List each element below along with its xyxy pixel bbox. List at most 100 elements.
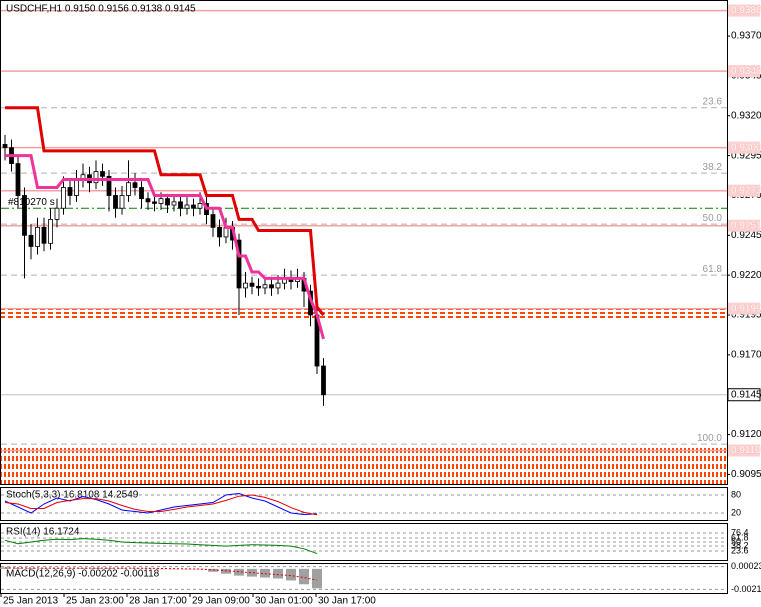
x-tick-label: 30 Jan 01:00 xyxy=(255,596,313,607)
order-label: #810270 s xyxy=(8,197,55,208)
zone xyxy=(1,307,727,320)
chart-title: USDCHF,H1 0.9150 0.9156 0.9138 0.9145 xyxy=(6,4,196,15)
zone xyxy=(1,445,727,484)
trend-line xyxy=(5,106,325,316)
candle-body xyxy=(93,171,99,184)
candle-body xyxy=(321,365,326,396)
fib-label: 50.0 xyxy=(703,213,723,224)
y-tick-label: 0.9120 xyxy=(731,429,761,440)
candle-body xyxy=(262,284,268,289)
candle-body xyxy=(61,187,66,209)
candle-body xyxy=(217,226,222,238)
y-tick-label: 0.9170 xyxy=(731,350,761,361)
macd-bar xyxy=(247,568,257,577)
y-tick-label: 0.9195 xyxy=(731,310,761,321)
candle-body xyxy=(158,198,164,204)
y-tick-label: 0.9320 xyxy=(731,110,761,121)
stoch-line xyxy=(4,492,318,516)
candle-body xyxy=(2,144,8,149)
current-price-label: 0.9145 xyxy=(731,389,761,400)
level-label-box xyxy=(728,444,760,457)
x-tick-label: 28 Jan 17:00 xyxy=(129,596,187,607)
candle-body xyxy=(48,218,53,244)
candle-body xyxy=(67,187,73,196)
level-label-box xyxy=(728,302,760,315)
x-tick-label: 30 Jan 17:00 xyxy=(318,596,376,607)
candle-body xyxy=(197,203,203,209)
panel-tick-label: 50 xyxy=(731,536,741,546)
x-tick-label: 25 Jan 2013 xyxy=(3,596,58,607)
level-label-box xyxy=(728,141,760,154)
level-label: 0.9110 xyxy=(731,445,761,456)
y-tick-label: 0.9295 xyxy=(731,150,761,161)
macd-bar xyxy=(91,567,101,569)
macd-bar xyxy=(273,568,283,579)
stoch-panel xyxy=(0,487,728,521)
candle-body xyxy=(132,182,138,188)
stoch-title: Stoch(5,3,3) 16.8108 14.2549 xyxy=(6,490,139,501)
candle-body xyxy=(119,195,125,209)
panel-tick-label: 76.4 xyxy=(731,527,749,537)
candle-body xyxy=(178,201,183,209)
panel-tick-label: 23.6 xyxy=(731,545,749,555)
macd-bar xyxy=(143,568,153,570)
level-label: 0.9273 xyxy=(731,185,761,196)
candle-body xyxy=(74,179,79,196)
candle-body xyxy=(152,201,157,204)
macd-bar xyxy=(39,568,49,569)
candle-body xyxy=(249,282,255,287)
macd-signal xyxy=(5,567,318,581)
candle-body xyxy=(269,284,274,289)
level-label: 0.9251 xyxy=(731,220,761,231)
y-tick-label: 0.9370 xyxy=(731,31,761,42)
macd-bar xyxy=(195,568,205,570)
level-label-box xyxy=(728,4,760,17)
rsi-title: RSI(14) 16.1724 xyxy=(6,527,80,538)
level-label: 0.9348 xyxy=(731,66,761,77)
fib-label: 38.2 xyxy=(703,162,723,173)
macd-bar xyxy=(78,568,88,569)
candle-body xyxy=(236,239,242,289)
candle-body xyxy=(54,207,60,220)
fib-label: 61.8 xyxy=(703,264,723,275)
candle-body xyxy=(35,226,40,247)
panel-tick-label: -0.00213 xyxy=(731,584,761,594)
candle-body xyxy=(41,226,47,244)
candle-body xyxy=(275,282,281,289)
current-price-box xyxy=(727,388,761,402)
stoch-line xyxy=(4,494,318,516)
macd-bar xyxy=(130,568,140,569)
candle-body xyxy=(256,285,261,289)
macd-bar xyxy=(182,568,192,570)
candle-body xyxy=(106,175,112,196)
candle-body xyxy=(113,195,118,209)
panel-tick-label: 38.2 xyxy=(731,540,749,550)
candle-body xyxy=(126,182,131,196)
macd-bar xyxy=(234,568,244,576)
fib-label: 100.0 xyxy=(697,433,722,444)
level-label-box xyxy=(728,219,760,232)
macd-bar xyxy=(26,568,36,569)
candle-body xyxy=(171,201,177,206)
y-tick-label: 0.9220 xyxy=(731,270,761,281)
level-label: 0.9386 xyxy=(731,5,761,16)
candle-body xyxy=(243,282,248,289)
candle-body xyxy=(15,163,21,196)
y-tick-label: 0.9095 xyxy=(731,469,761,480)
level-label-box xyxy=(728,65,760,78)
macd-title: MACD(12,26,9) -0.00202 -0.00118 xyxy=(6,569,160,580)
candle-body xyxy=(100,171,105,177)
panel-tick-label: 61.8 xyxy=(731,532,749,542)
macd-bar xyxy=(299,568,309,585)
candle-body xyxy=(184,204,190,209)
macd-bar xyxy=(286,568,296,581)
y-tick-label: 0.9245 xyxy=(731,230,761,241)
rsi-line xyxy=(4,538,318,555)
candle-body xyxy=(165,198,170,206)
candle-body xyxy=(22,195,27,236)
fib-label: 23.6 xyxy=(703,96,723,107)
panel-tick-label: 0.00023 xyxy=(731,561,761,571)
candle-body xyxy=(145,198,151,203)
level-label-box xyxy=(728,184,760,197)
